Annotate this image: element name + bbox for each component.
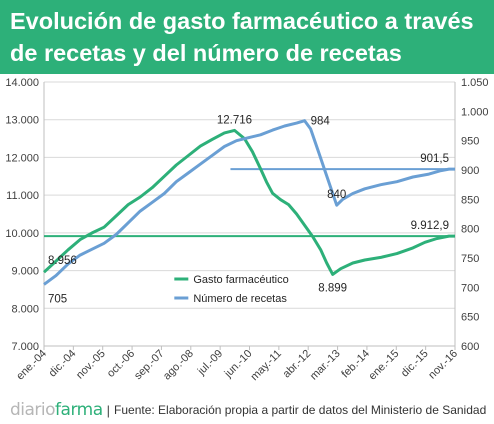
chart-title: Evolución de gasto farmacéutico a través… xyxy=(10,5,490,69)
title-line-2: de recetas y del número de recetas xyxy=(10,40,402,66)
footer-separator: | xyxy=(106,402,111,418)
y-right-tick-label: 650 xyxy=(461,312,479,324)
x-tick-label: mar.-13 xyxy=(308,348,343,383)
title-line-1: Evolución de gasto farmacéutico a través xyxy=(10,8,474,34)
data-label: 984 xyxy=(311,116,331,128)
source-note: Fuente: Elaboración propia a partir de d… xyxy=(114,403,487,417)
y-right-tick-label: 900 xyxy=(461,165,479,177)
y-left-tick-label: 7.000 xyxy=(11,341,39,353)
data-label: 9.912,9 xyxy=(411,220,449,232)
y-right-tick-label: 1.050 xyxy=(461,77,489,89)
x-tick-label: ene.-15 xyxy=(367,348,402,383)
y-left-tick-label: 13.000 xyxy=(5,115,39,127)
logo-part-farma: farma xyxy=(55,400,103,420)
y-left-tick-label: 11.000 xyxy=(6,190,39,202)
x-tick-label: dic.-04 xyxy=(47,348,79,380)
y-right-tick-label: 850 xyxy=(461,194,479,206)
y-left-tick-label: 8.000 xyxy=(11,303,39,315)
y-left-tick-label: 14.000 xyxy=(5,77,39,89)
y-right-tick-label: 600 xyxy=(461,341,479,353)
x-tick-label: nov.-05 xyxy=(74,348,108,382)
y-right-tick-label: 800 xyxy=(461,224,479,236)
y-right-tick-label: 700 xyxy=(461,282,479,294)
series-line xyxy=(43,119,455,286)
legend-entry: Número de recetas xyxy=(193,293,287,305)
x-tick-label: jul.-09 xyxy=(195,348,225,378)
diariofarma-logo[interactable]: diariofarma xyxy=(10,400,103,420)
data-label: 8.956 xyxy=(48,255,77,267)
line-chart: 7.000 8.000 9.000 10.000 11.000 12.000 13.000 1… xyxy=(5,77,489,383)
data-label: 8.899 xyxy=(318,282,347,294)
footer: diariofarma | Fuente: Elaboración propia… xyxy=(0,396,494,424)
x-tick-label: ago.-08 xyxy=(161,348,196,383)
y-left-tick-label: 9.000 xyxy=(11,266,39,278)
x-tick-label: sep.-07 xyxy=(132,348,166,382)
data-label: 901,5 xyxy=(420,153,449,165)
y-right-tick-label: 950 xyxy=(461,136,479,148)
y-left-tick-label: 10.000 xyxy=(5,228,39,240)
x-tick-label: dic.-15 xyxy=(399,348,431,380)
logo-part-diario: diario xyxy=(10,400,56,420)
data-label: 840 xyxy=(327,189,346,201)
x-tick-label: may.-11 xyxy=(249,348,284,383)
x-tick-label: nov.-16 xyxy=(426,348,460,382)
data-label: 705 xyxy=(48,293,67,305)
y-right-tick-label: 1.000 xyxy=(461,106,489,118)
y-left-tick-label: 12.000 xyxy=(5,152,39,164)
legend-entry: Gasto farmacéutico xyxy=(193,274,288,286)
data-label: 12.716 xyxy=(217,114,252,126)
series-line xyxy=(42,128,455,276)
y-right-tick-label: 750 xyxy=(461,253,479,265)
title-band: Evolución de gasto farmacéutico a través… xyxy=(0,0,494,74)
